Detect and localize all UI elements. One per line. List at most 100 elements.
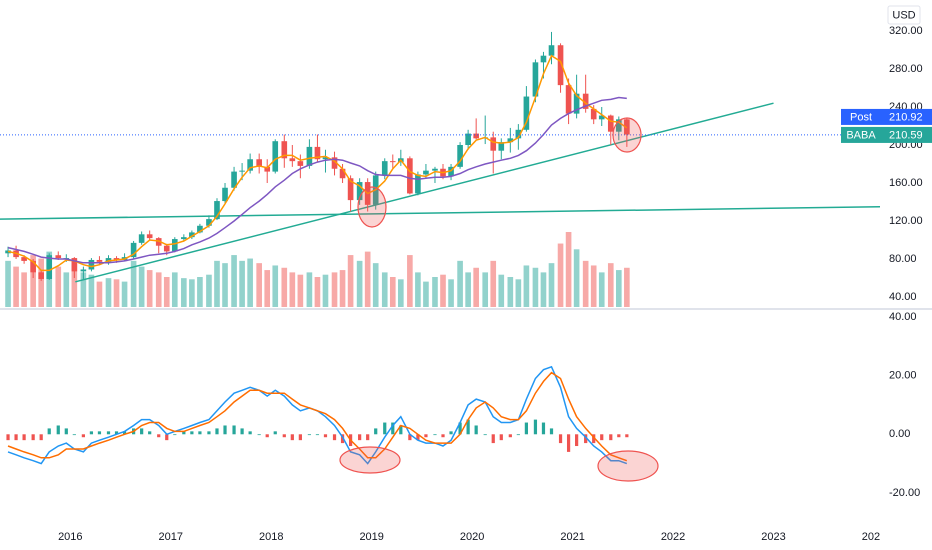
volume-bar [272,265,279,307]
volume-bar [155,272,162,307]
volume-bar [55,266,62,307]
histogram-bar [508,434,512,438]
histogram-bar [474,425,478,435]
volume-bar [206,274,212,307]
badge-value-box [881,126,932,143]
moving-average [7,54,628,272]
candle-body [146,234,153,239]
highlight-circle [339,446,401,474]
candle-body [457,144,463,167]
histogram-bar [383,422,387,435]
histogram-bar [290,434,294,441]
candle-body [21,257,27,261]
candle-body [415,174,421,194]
candle-body [163,245,170,252]
volume-bar [448,279,454,307]
volume-bar [63,272,70,307]
histogram-bar [56,425,60,435]
macd-pane [6,365,629,465]
histogram-bar [416,434,420,441]
histogram-bar [298,434,302,441]
candle-body [582,93,589,109]
histogram-bar [106,431,111,435]
x-tick-label: 2016 [58,531,82,543]
trendline [0,206,880,220]
highlight-circle [357,186,387,228]
candle-body [322,157,329,160]
candle-body [507,138,514,143]
candle-body [206,219,212,226]
volume-bar [71,263,78,307]
histogram-bar [399,425,403,435]
volume-bar [96,281,103,307]
histogram-bar [491,434,495,444]
candle-body [523,96,530,130]
currency-label: USD [892,9,915,21]
histogram-bar [625,434,629,438]
histogram-bar [424,434,428,438]
volume-bar [331,272,338,307]
histogram-bar [22,434,26,441]
volume-bar [440,274,446,307]
histogram-bar [31,434,35,441]
candle-body [138,234,145,243]
histogram-bar [97,431,102,435]
histogram-bar [592,434,596,444]
volume-bar [13,266,19,307]
histogram-bar [198,431,202,435]
volume-bar [398,279,404,307]
highlight-circle [612,117,642,153]
badge-value: 210.92 [889,111,923,123]
histogram-bar [223,425,227,435]
candle-body [231,171,237,188]
histogram-bar [190,431,194,435]
candle-body [407,158,413,194]
histogram-bar [441,434,445,438]
candle-body [339,168,346,179]
candle-body [214,201,220,220]
price-pane [0,31,880,307]
histogram-bar [358,434,362,441]
volume-bar [306,272,313,307]
volume-bar [523,265,530,307]
volume-bar [30,255,36,307]
volume-bar [540,272,547,307]
histogram-bar [449,431,453,435]
candle-body [171,239,178,252]
histogram-bar [148,431,152,435]
candle-body [389,161,396,163]
volume-bar [407,255,413,307]
histogram-bar [617,434,621,438]
histogram-bar [72,434,76,436]
candle-body [247,159,253,171]
x-tick-label: 2022 [661,531,685,543]
histogram-bar [307,434,312,436]
candle-body [473,133,479,139]
histogram-bar [332,434,337,441]
volume-bar [498,274,505,307]
histogram-bar [240,428,244,435]
histogram-bar [549,428,554,435]
candle-body [532,62,539,97]
volume-bar [415,272,421,307]
volume-bar [364,251,371,307]
candle-body [38,272,44,279]
candle-body [272,141,279,172]
candle-body [289,158,296,162]
volume-bar [239,260,245,307]
volume-bar [347,255,354,307]
candle-body [96,259,103,262]
volume-bar [256,263,262,307]
histogram-bar [165,434,169,441]
histogram-bar [315,434,320,436]
candle-body [432,168,438,171]
volume-bar [181,278,187,307]
histogram-bar [483,434,487,436]
volume-bar [356,260,363,307]
volume-bar [146,270,153,307]
volume-bar [590,265,597,307]
trendline [75,102,774,283]
volume-bar [616,270,622,307]
candle-body [55,255,62,259]
histogram-bar [232,425,236,435]
